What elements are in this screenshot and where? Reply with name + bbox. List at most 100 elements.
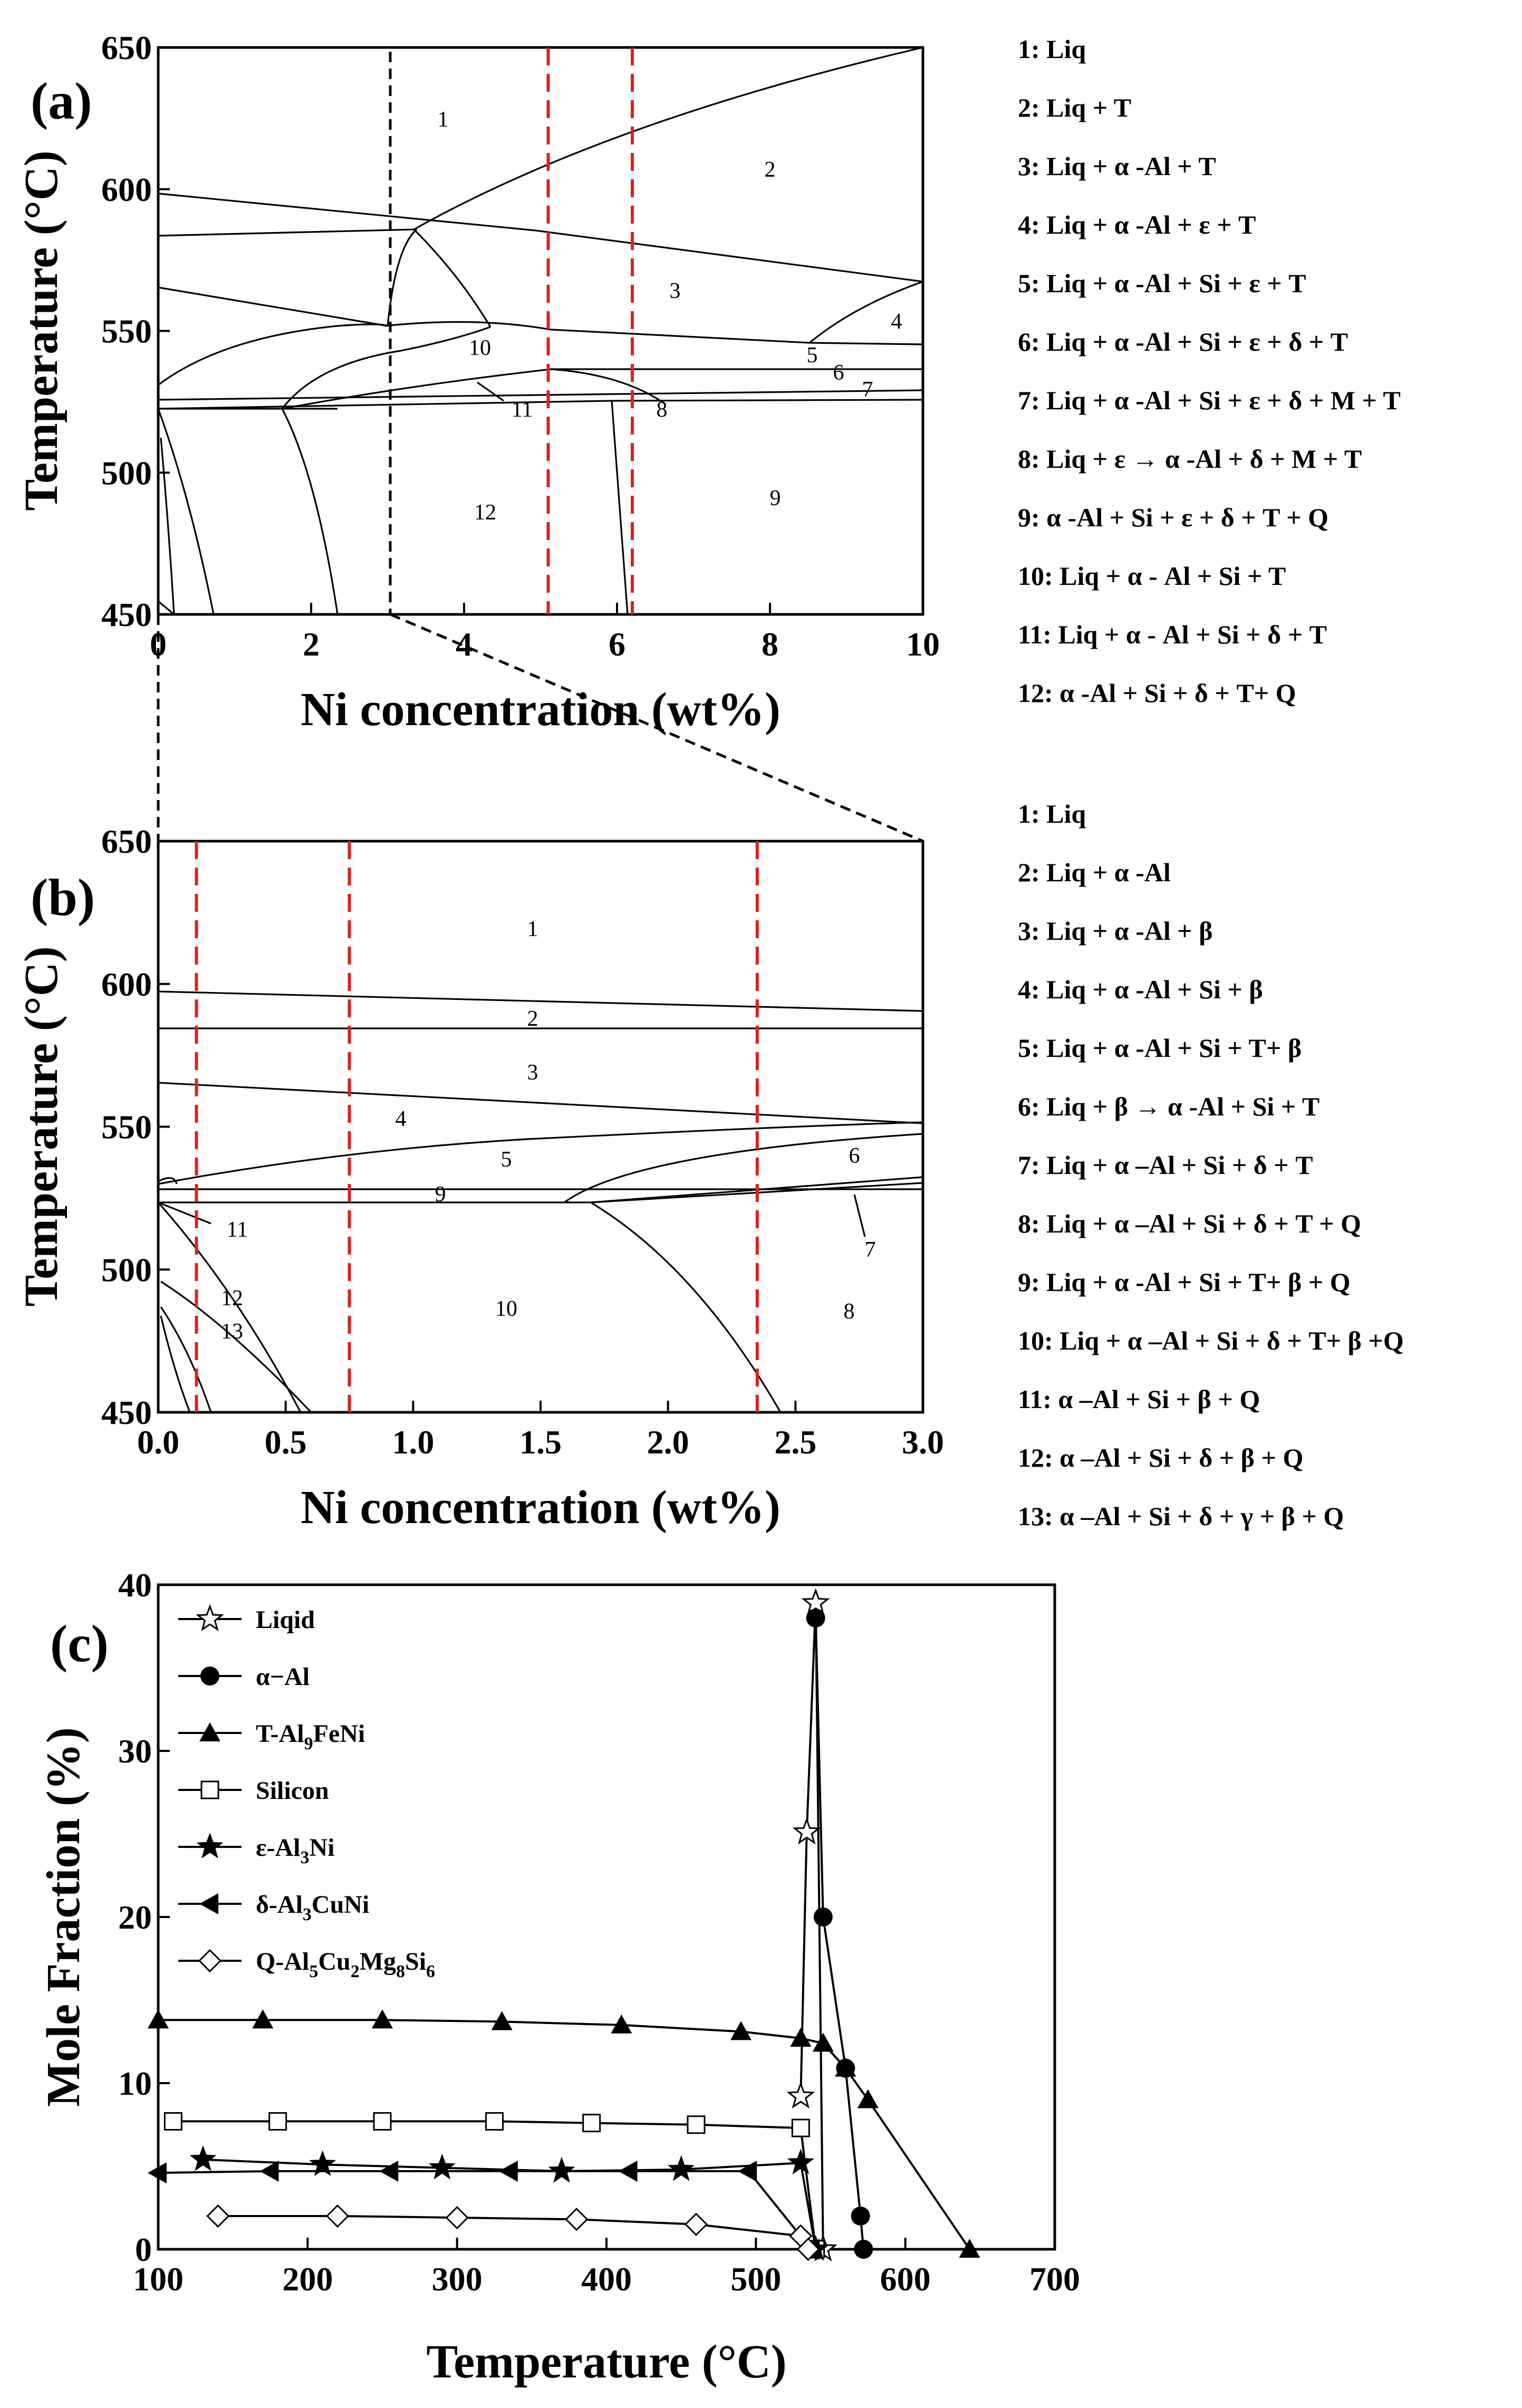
panel_a-xtick-label: 2 (303, 625, 320, 663)
panel-a-region-label: 4 (891, 310, 902, 334)
panel-c-legend-marker (200, 1780, 219, 1799)
panel-c-legend-marker (199, 1893, 218, 1914)
panel-c-point-tri-filled (148, 2009, 169, 2029)
pb-boundary-kink (158, 1177, 178, 1184)
pb-boundary-arc-right (564, 1133, 923, 1203)
panel-a-legend-item: 12: α -Al + Si + δ + T+ Q (1018, 678, 1296, 708)
panel-b-region-label: 1 (527, 917, 538, 941)
panel-a-x-axis-title: Ni concentration (wt%) (301, 683, 781, 736)
panel-c-point-star-open (786, 2081, 815, 2109)
panel-a-legend-item: 6: Liq + α -Al + Si + ε + δ + T (1018, 327, 1348, 357)
panel-b-legend-item: 10: Liq + α –Al + Si + δ + T+ β +Q (1018, 1326, 1404, 1355)
panel-a-region-label: 1 (438, 108, 449, 132)
panel_a-xtick-label: 10 (906, 625, 940, 663)
pa-boundary-alpha-start (158, 192, 923, 283)
pb-leader-7 (853, 1194, 866, 1237)
panel-b-ticks: 0.0 0.5 1.0 1.5 2.0 2.5 3.0 450 500 550 600 650 (101, 823, 944, 1461)
panel_c-xtick-label: 700 (1029, 2260, 1080, 2298)
panel-c-point-tri-filled (790, 2027, 812, 2047)
panel-b-legend-item: 5: Liq + α -Al + Si + T+ β (1018, 1033, 1302, 1063)
panel_b-ytick-label: 450 (101, 1394, 152, 1431)
panel-b-legend-item: 13: α –Al + Si + δ + γ + β + Q (1018, 1501, 1344, 1531)
panel_c-ytick-label: 10 (118, 2065, 152, 2102)
legend-suffix: CuNi (312, 1891, 369, 1919)
legend-subscript: 5 (309, 1962, 318, 1981)
panel_a-ytick-label: 550 (101, 313, 152, 350)
panel_b-ytick-label: 600 (101, 966, 152, 1003)
pa-leader-11 (477, 381, 504, 402)
panel_b-xtick-label: 2.5 (774, 1423, 816, 1461)
panel-c-point-circle-filled (854, 2240, 873, 2259)
panel-b-legend-item: 8: Liq + α –Al + Si + δ + T + Q (1018, 1209, 1361, 1238)
panel-b-region-label: 12 (221, 1286, 243, 1311)
panel-c-legend-item: Q-Al5Cu2Mg8Si6 (256, 1948, 435, 1981)
panel-a-zoom-window (157, 46, 392, 616)
panel-c-point-tri-filled (857, 2089, 879, 2108)
panel-c-point-tri-left-filled (738, 2160, 757, 2182)
panel_c-xtick-label: 400 (581, 2260, 632, 2298)
panel-b-region-label: 10 (495, 1297, 517, 1321)
panel_c-ytick-label: 30 (118, 1732, 152, 1770)
pa-boundary-curve-b (158, 399, 923, 410)
panel-a-legend-item: 4: Liq + α -Al + ε + T (1018, 210, 1256, 239)
panel-c-point-tri-filled (611, 2014, 632, 2034)
panel-a-legend-item: 11: Liq + α - Al + Si + δ + T (1018, 620, 1327, 649)
panel-a-legend-item: 9: α -Al + Si + ε + δ + T + Q (1018, 503, 1328, 532)
panel-c-legend-item: Silicon (256, 1777, 329, 1805)
panel-b-region-label: 3 (527, 1061, 538, 1085)
panel-c-y-axis-title: Mole Fraction (%) (37, 1727, 90, 2107)
panel-c-point-tri-filled (730, 2021, 752, 2040)
legend-prefix: ε-Al (256, 1834, 301, 1862)
legend-suffix: FeNi (313, 1720, 365, 1748)
panel_b-xtick-label: 0.5 (265, 1423, 307, 1461)
panel-a-region-label: 10 (469, 336, 491, 360)
panel_a-xtick-label: 6 (609, 625, 625, 663)
panel-b-marked-compositions (195, 841, 759, 1412)
panel_a-ytick-label: 600 (101, 171, 152, 208)
panel-b-x-axis-title: Ni concentration (wt%) (301, 1481, 781, 1534)
legend-text: Silicon (256, 1777, 329, 1805)
pa-boundary-h1 (158, 389, 923, 401)
panel-c-point-diamond-open (445, 2206, 469, 2230)
legend-subscript: 3 (303, 1905, 312, 1924)
panel-b-legend-item: 1: Liq (1018, 799, 1086, 829)
panel-b-region-label: 13 (221, 1319, 243, 1344)
panel-c-point-star-open (792, 1817, 821, 1845)
panel_c-ytick-label: 40 (118, 1566, 152, 1604)
panel-c-ticks: 100 200 300 400 500 600 700 0 10 20 30 40 (118, 1566, 1080, 2298)
legend-subscript: 3 (301, 1848, 310, 1867)
panel-c-point-circle-filled (851, 2207, 870, 2226)
panel-c-point-tri-filled (372, 2009, 393, 2029)
panel-c-legend: Liqidα−AlT-Al9FeNiSiliconε-Al3Niδ-Al3CuN… (178, 1604, 435, 1981)
panel-a-region-label: 12 (474, 500, 496, 525)
panel-b-legend-item: 4: Liq + α -Al + Si + β (1018, 975, 1263, 1004)
legend-formula-part: 8 (396, 1962, 405, 1981)
panel-c-legend-marker (199, 1722, 220, 1741)
panel-c-point-circle-filled (806, 1608, 825, 1627)
legend-text: Liqid (256, 1606, 315, 1634)
panel-c-legend-item: T-Al9FeNi (256, 1720, 365, 1754)
panel_b-xtick-label: 1.0 (392, 1423, 434, 1461)
pa-boundary-epsilon (808, 281, 923, 344)
panel-a-legend-item: 2: Liq + T (1018, 93, 1131, 122)
panel-c-series (148, 1588, 980, 2261)
panel-a-legend-item: 8: Liq + ε → α -Al + δ + M + T (1018, 444, 1362, 474)
pb-boundary-10-8 (590, 1201, 782, 1413)
panel-c-legend-item: δ-Al3CuNi (256, 1891, 369, 1924)
panel-c-point-tri-left-filled (148, 2162, 167, 2184)
pa-boundary-vertical-9 (611, 400, 629, 615)
panel-c-point-tri-filled (812, 2033, 834, 2052)
panel_a-xtick-label: 8 (762, 625, 778, 663)
panel-c-point-square-open (582, 2114, 601, 2133)
pa-boundary-T-start (413, 228, 492, 328)
panel-c-legend-item: Liqid (256, 1606, 315, 1634)
panel-c-point-tri-left-filled (618, 2160, 638, 2182)
legend-formula-part: 6 (426, 1962, 435, 1981)
panel-c-legend-marker (198, 1949, 222, 1973)
panel-c-x-axis-title: Temperature (°C) (426, 2336, 786, 2388)
pb-boundary-13-a (160, 1306, 212, 1413)
panel-b-legend-item: 7: Liq + α –Al + Si + δ + T (1018, 1150, 1313, 1180)
